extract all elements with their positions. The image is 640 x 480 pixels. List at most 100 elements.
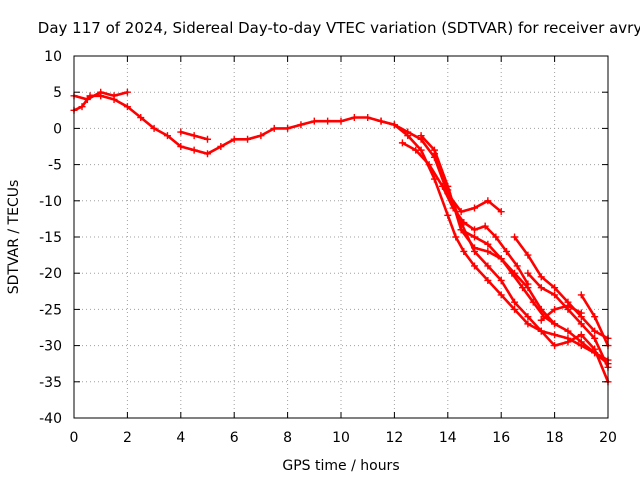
series-line: [540, 304, 583, 322]
data-point: [524, 251, 532, 259]
data-point: [123, 103, 131, 111]
data-point: [577, 291, 585, 299]
data-point: [337, 117, 345, 125]
data-point: [324, 117, 332, 125]
data-point: [537, 284, 545, 292]
series-group: [70, 88, 612, 386]
data-point: [511, 269, 519, 277]
data-point: [83, 95, 91, 103]
data-point: [177, 143, 185, 150]
data-point: [591, 334, 599, 342]
x-tick-label: 4: [176, 430, 185, 446]
y-tick-labels: 10 5 0 -5 -10 -15 -20 -25 -30 -35 -40: [39, 49, 62, 427]
data-point: [497, 291, 505, 299]
data-point: [503, 247, 511, 255]
data-point: [460, 247, 468, 255]
data-point: [452, 233, 460, 241]
y-tick-label: -5: [48, 158, 62, 174]
data-point: [484, 247, 492, 255]
y-tick-label: 10: [44, 49, 62, 65]
series-8: [457, 226, 612, 364]
data-point: [524, 320, 532, 328]
data-point: [457, 219, 465, 227]
series-line: [401, 141, 530, 286]
data-point: [497, 255, 505, 263]
series-5: [398, 139, 532, 288]
x-tick-label: 2: [123, 430, 132, 446]
data-point: [377, 117, 385, 125]
x-tick-label: 18: [546, 430, 564, 446]
data-point: [484, 262, 492, 270]
data-point: [551, 331, 559, 339]
data-point: [417, 132, 425, 140]
data-point: [457, 208, 465, 216]
data-point: [577, 331, 585, 339]
data-point: [425, 161, 433, 169]
data-point: [110, 92, 118, 100]
data-point: [471, 233, 478, 241]
data-point: [511, 233, 519, 241]
y-tick-label: -20: [39, 266, 62, 282]
data-point: [551, 342, 559, 350]
data-point: [492, 233, 500, 241]
data-point: [137, 114, 145, 122]
series-3: [177, 128, 211, 143]
y-tick-label: -30: [39, 339, 62, 355]
data-point: [444, 211, 452, 219]
x-tick-label: 8: [283, 430, 292, 446]
data-point: [430, 150, 438, 158]
data-point: [564, 338, 572, 346]
series-7: [430, 150, 612, 386]
data-point: [457, 226, 465, 234]
tick-marks: [73, 55, 609, 419]
data-point: [564, 327, 572, 335]
data-point: [270, 124, 278, 132]
series-line: [459, 228, 610, 362]
data-point: [390, 121, 398, 129]
data-point: [551, 284, 559, 292]
x-tick-label: 14: [439, 430, 457, 446]
data-point: [577, 309, 585, 317]
data-point: [564, 302, 572, 310]
data-point: [163, 132, 171, 140]
data-point: [444, 186, 452, 194]
data-point: [364, 114, 372, 122]
data-point: [537, 273, 545, 281]
data-point: [484, 240, 492, 248]
y-tick-label: -40: [39, 411, 62, 427]
y-tick-label: -25: [39, 302, 62, 318]
data-point: [350, 114, 358, 122]
data-point: [577, 338, 585, 346]
data-point: [78, 103, 86, 111]
data-point: [551, 291, 559, 299]
data-point: [524, 313, 532, 321]
series-11: [537, 302, 585, 324]
data-point: [412, 146, 420, 154]
data-point: [497, 208, 505, 216]
data-point: [310, 117, 318, 125]
y-tick-label: -10: [39, 194, 62, 210]
data-point: [537, 316, 545, 324]
data-point: [190, 146, 198, 154]
data-point: [204, 135, 211, 143]
x-tick-labels: 0 2 4 6 8 10 12 14 16 18 20: [70, 430, 617, 446]
data-point: [404, 128, 412, 136]
x-tick-label: 10: [332, 430, 350, 446]
x-tick-label: 16: [492, 430, 510, 446]
data-point: [511, 298, 519, 306]
y-tick-label: -15: [39, 230, 62, 246]
data-point: [591, 313, 599, 321]
data-point: [297, 121, 305, 129]
data-point: [257, 132, 265, 140]
data-point: [497, 276, 505, 284]
series-9: [511, 233, 612, 342]
y-tick-label: 5: [53, 85, 62, 101]
x-tick-label: 6: [230, 430, 239, 446]
data-point: [511, 305, 519, 313]
x-tick-label: 20: [599, 430, 617, 446]
data-point: [177, 128, 185, 136]
data-point: [471, 226, 478, 234]
data-point: [244, 135, 252, 143]
y-tick-label: -35: [39, 375, 62, 391]
data-point: [150, 124, 158, 132]
